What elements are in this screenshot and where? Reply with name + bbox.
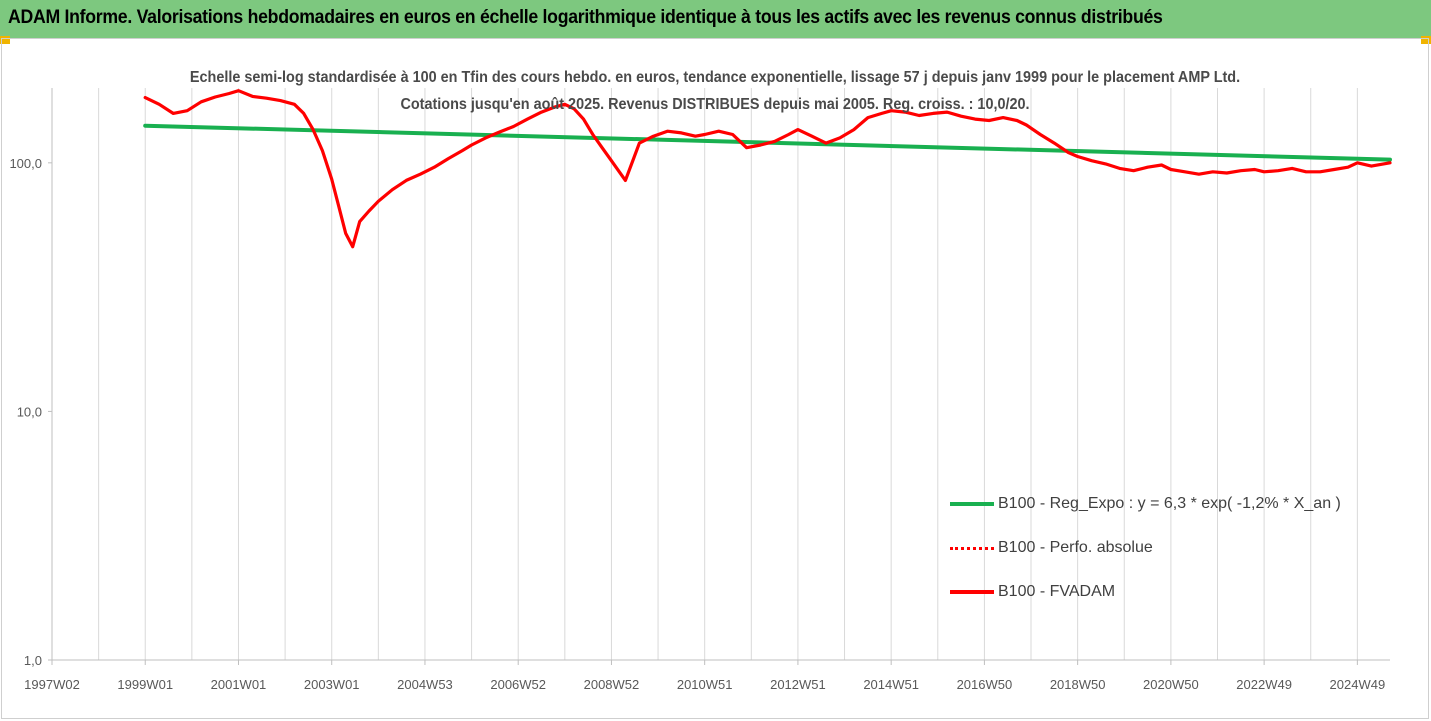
chart-frame <box>1 38 1429 719</box>
x-tick-label: 2016W50 <box>957 677 1013 692</box>
corner-marker-left <box>0 36 10 44</box>
chart-title: Echelle semi-log standardisée à 100 en T… <box>189 69 1241 113</box>
x-tick-label: 2010W51 <box>677 677 733 692</box>
x-tick-label: 2018W50 <box>1050 677 1106 692</box>
legend-swatch-fv <box>950 590 994 594</box>
legend-label-perf: B100 - Perfo. absolue <box>998 539 1153 556</box>
legend-label-reg: B100 - Reg_Expo : y = 6,3 * exp( -1,2% *… <box>998 495 1341 512</box>
y-tick-label: 1,0 <box>24 653 42 668</box>
x-tick-label: 2022W49 <box>1236 677 1292 692</box>
legend-item-perf: B100 - Perfo. absolue <box>950 526 1341 570</box>
x-tick-label: 2004W53 <box>397 677 453 692</box>
x-tick-label: 2001W01 <box>211 677 267 692</box>
grid-layer <box>98 88 1358 660</box>
x-tick-label: 1999W01 <box>117 677 173 692</box>
x-tick-label: 2020W50 <box>1143 677 1199 692</box>
x-tick-label: 2003W01 <box>304 677 360 692</box>
legend-swatch-reg <box>950 502 994 506</box>
y-tick-label: 100,0 <box>9 156 42 171</box>
legend-item-fv: B100 - FVADAM <box>950 570 1341 614</box>
header-bar: ADAM Informe. Valorisations hebdomadaire… <box>0 0 1431 38</box>
corner-marker-right <box>1421 36 1431 44</box>
axis-layer: 1,0 10,0 100,0 1997W02 1999W01 2001W01 2003W01… <box>9 88 1390 692</box>
chart-legend: B100 - Reg_Expo : y = 6,3 * exp( -1,2% *… <box>950 482 1341 614</box>
y-tick-label: 10,0 <box>17 404 42 419</box>
legend-label-fv: B100 - FVADAM <box>998 583 1116 600</box>
x-tick-label: 2014W51 <box>863 677 919 692</box>
x-tick-label: 2012W51 <box>770 677 826 692</box>
series-layer <box>143 89 1392 249</box>
page-title: ADAM Informe. Valorisations hebdomadaire… <box>8 7 1163 28</box>
x-tick-label: 2008W52 <box>584 677 640 692</box>
x-tick-label: 2024W49 <box>1330 677 1386 692</box>
series-line-2 <box>143 89 1392 249</box>
x-tick-label: 2006W52 <box>490 677 546 692</box>
legend-swatch-perf <box>950 546 994 550</box>
legend-item-reg: B100 - Reg_Expo : y = 6,3 * exp( -1,2% *… <box>950 482 1341 526</box>
x-tick-label: 1997W02 <box>24 677 80 692</box>
